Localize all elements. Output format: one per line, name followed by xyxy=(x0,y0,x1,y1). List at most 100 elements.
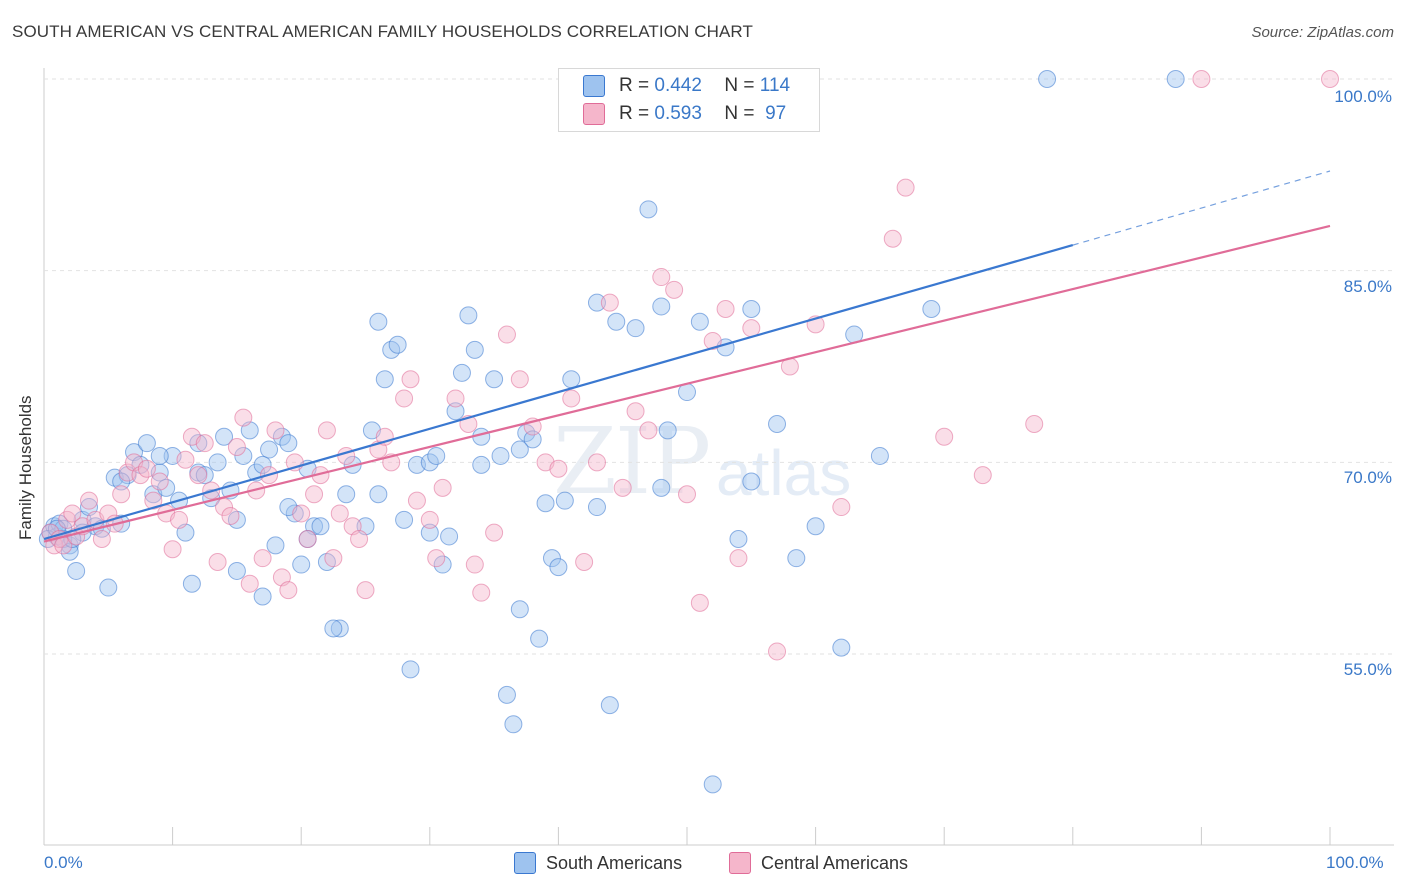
south-point-93 xyxy=(768,415,787,433)
central-point-29 xyxy=(215,498,234,517)
central-point-92 xyxy=(935,427,954,446)
central-point-37 xyxy=(266,421,285,440)
south-point-118 xyxy=(587,498,606,517)
south-point-62 xyxy=(452,363,471,382)
central-point-95 xyxy=(1192,70,1211,88)
south-point-30 xyxy=(227,561,246,580)
south-point-53 xyxy=(388,335,407,354)
south-point-46 xyxy=(337,485,356,504)
legend-r-label: R = xyxy=(619,75,650,96)
south-point-61 xyxy=(446,402,465,421)
south-point-34 xyxy=(253,587,272,606)
legend-r-label: R = xyxy=(619,103,650,124)
legend-n-label: N = xyxy=(724,75,755,96)
central-point-74 xyxy=(600,293,619,312)
legend-n-value: 114 xyxy=(759,75,791,96)
south-point-119 xyxy=(652,478,671,497)
south-point-108 xyxy=(208,453,227,472)
legend-row-central: R = 0.593 N = 97 xyxy=(583,101,786,127)
south-point-43 xyxy=(311,517,330,536)
central-point-71 xyxy=(562,389,581,408)
south-point-114 xyxy=(369,485,388,504)
central-point-65 xyxy=(485,523,504,542)
bottom-legend-label-south: South Americans xyxy=(546,852,683,873)
central-point-51 xyxy=(356,581,375,600)
south-point-71 xyxy=(517,423,536,442)
south-point-58 xyxy=(427,446,446,465)
central-point-86 xyxy=(768,642,787,661)
central-point-75 xyxy=(613,478,632,497)
south-point-100 xyxy=(1038,70,1057,88)
x-tick-label-max: 100.0% xyxy=(1326,853,1384,872)
south-point-98 xyxy=(870,446,889,465)
south-point-115 xyxy=(420,523,439,542)
south-point-101 xyxy=(1166,70,1185,88)
central-point-78 xyxy=(652,268,671,287)
y-tick-label-100: 100.0% xyxy=(1334,87,1392,106)
south-point-17 xyxy=(137,434,156,453)
central-point-30 xyxy=(221,507,240,525)
south-point-92 xyxy=(742,300,761,318)
central-point-13 xyxy=(112,485,131,504)
south-point-69 xyxy=(504,715,523,734)
bottom-legend-swatch-south xyxy=(514,852,536,874)
south-point-107 xyxy=(189,434,208,453)
legend-r-value: 0.593 xyxy=(654,103,702,124)
south-point-54 xyxy=(395,510,414,529)
source-label: Source: ZipAtlas.com xyxy=(1251,24,1394,41)
bottom-legend-label-central: Central Americans xyxy=(761,852,909,873)
central-point-35 xyxy=(253,549,272,568)
central-point-83 xyxy=(716,300,735,318)
y-tick-label-70: 70.0% xyxy=(1343,468,1392,487)
central-point-32 xyxy=(234,408,253,427)
y-tick-label-85: 85.0% xyxy=(1343,277,1392,296)
south-point-65 xyxy=(472,455,491,474)
central-point-41 xyxy=(292,504,311,523)
central-point-89 xyxy=(832,498,851,517)
central-point-56 xyxy=(401,370,420,389)
south-point-82 xyxy=(607,312,626,331)
south-point-31 xyxy=(234,446,253,465)
south-point-60 xyxy=(440,527,459,546)
south-point-63 xyxy=(459,306,478,325)
south-point-113 xyxy=(324,619,343,638)
central-point-5 xyxy=(63,504,82,523)
central-point-90 xyxy=(883,229,902,248)
south-point-105 xyxy=(112,472,131,491)
central-point-80 xyxy=(678,485,696,504)
central-point-25 xyxy=(189,466,208,485)
central-point-19 xyxy=(150,472,169,491)
south-point-35 xyxy=(260,440,279,459)
south-point-120 xyxy=(742,472,761,491)
central-point-50 xyxy=(350,530,369,548)
central-point-28 xyxy=(208,553,227,571)
south-point-85 xyxy=(652,297,671,316)
south-point-70 xyxy=(510,600,529,619)
south-point-117 xyxy=(510,440,529,459)
legend-n-value: 97 xyxy=(765,103,787,124)
south-point-26 xyxy=(195,466,214,485)
central-point-42 xyxy=(298,530,317,548)
central-point-21 xyxy=(163,540,182,559)
central-point-33 xyxy=(240,574,259,593)
central-point-17 xyxy=(137,459,156,478)
south-trend-line xyxy=(43,244,1074,541)
south-trend-extension xyxy=(1072,170,1331,246)
central-point-31 xyxy=(227,438,246,456)
south-point-45 xyxy=(330,619,349,638)
south-point-75 xyxy=(542,549,561,568)
south-point-94 xyxy=(787,549,806,568)
south-point-11 xyxy=(99,578,118,597)
legend-n-label: N = xyxy=(724,103,755,124)
central-point-39 xyxy=(279,581,298,600)
south-point-73 xyxy=(530,629,549,648)
south-point-36 xyxy=(266,536,285,555)
watermark-atlas: atlas xyxy=(716,437,852,509)
south-point-38 xyxy=(279,434,298,453)
watermark-zip: ZIP xyxy=(553,408,711,515)
bottom-legend-central: Central Americans xyxy=(729,852,908,874)
central-point-11 xyxy=(99,504,118,523)
central-point-79 xyxy=(665,280,684,299)
south-point-77 xyxy=(555,491,574,510)
